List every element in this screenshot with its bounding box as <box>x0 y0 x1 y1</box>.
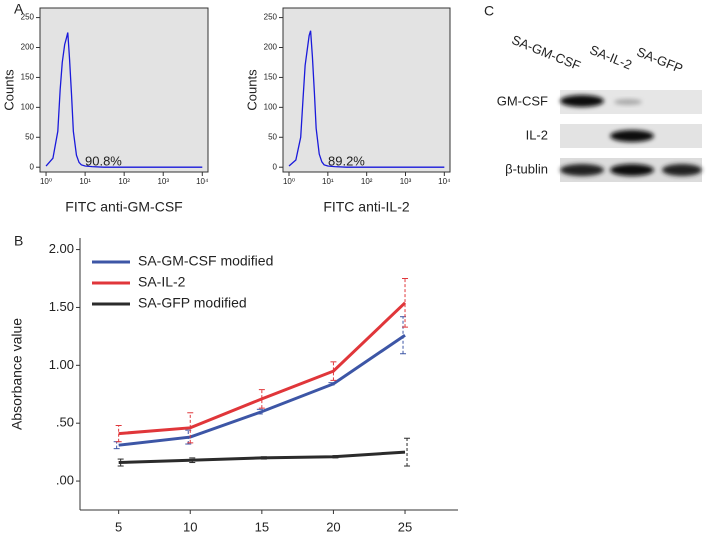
y-tick-label: 1.50 <box>49 299 74 314</box>
y-tick-label: 50 <box>25 132 34 141</box>
x-axis-label: FITC anti-GM-CSF <box>65 199 182 215</box>
error-bar <box>258 389 265 409</box>
error-bar <box>404 437 411 467</box>
blot-band <box>560 95 604 107</box>
y-tick-label: 2.00 <box>49 241 74 256</box>
x-axis-label: FITC anti-IL-2 <box>323 199 410 215</box>
annotation: 89.2% <box>328 153 365 168</box>
error-bar <box>115 425 122 443</box>
legend-label: SA-GFP modified <box>138 295 247 311</box>
y-tick-label: 0 <box>30 162 35 171</box>
blot-band <box>610 164 654 176</box>
histogram-line <box>288 30 445 168</box>
series-line <box>118 450 406 465</box>
annotation: 90.8% <box>85 153 122 168</box>
row-label: GM-CSF <box>497 93 548 108</box>
x-tick-label: 10² <box>118 177 130 186</box>
y-tick-label: .50 <box>56 415 74 430</box>
x-tick-label: 5 <box>115 519 122 534</box>
x-tick-label: 10⁰ <box>283 177 295 186</box>
y-tick-label: 100 <box>264 102 278 111</box>
y-tick-label: 1.00 <box>49 357 74 372</box>
y-axis-label: Counts <box>1 69 16 111</box>
y-tick-label: 0 <box>273 162 278 171</box>
x-tick-label: 25 <box>398 519 412 534</box>
y-tick-label: 200 <box>21 43 35 52</box>
x-tick-label: 10 <box>183 519 197 534</box>
lane-label: SA-GM-CSF <box>510 32 583 73</box>
series-line <box>118 333 406 447</box>
legend-label: SA-IL-2 <box>138 274 186 290</box>
y-tick-label: 250 <box>21 13 35 22</box>
plot-area <box>282 7 451 173</box>
x-tick-label: 10⁴ <box>196 177 209 186</box>
lane-label: SA-GFP <box>635 44 686 76</box>
y-tick-label: 150 <box>21 73 35 82</box>
y-tick-label: 150 <box>264 73 278 82</box>
series-line <box>118 301 407 436</box>
error-bar <box>330 361 337 381</box>
western-blot: SA-GM-CSF SA-IL-2 SA-GFP GM-CSF IL-2 β-t… <box>497 32 702 182</box>
row-label: IL-2 <box>526 127 548 142</box>
row-label: β-tublin <box>505 161 548 176</box>
error-bar <box>117 458 124 467</box>
x-tick-label: 10⁰ <box>40 177 52 186</box>
error-bar <box>402 278 409 328</box>
plot-area <box>39 7 209 173</box>
x-tick-label: 10² <box>361 177 373 186</box>
y-axis-label: Absorbance value <box>9 318 25 430</box>
histogram-line <box>45 32 203 168</box>
blot-band <box>610 130 654 142</box>
panel-label: A <box>14 1 24 17</box>
x-tick-label: 10³ <box>400 177 412 186</box>
x-tick-label: 10⁴ <box>438 177 451 186</box>
panel-label: B <box>14 233 23 249</box>
x-tick-label: 20 <box>326 519 340 534</box>
x-tick-label: 10³ <box>157 177 169 186</box>
y-tick-label: 100 <box>21 102 35 111</box>
blot-band <box>662 164 702 176</box>
y-tick-label: 50 <box>268 132 277 141</box>
blot-band <box>560 164 604 176</box>
y-tick-label: .00 <box>56 473 74 488</box>
x-tick-label: 10¹ <box>322 177 334 186</box>
y-tick-label: 250 <box>264 13 278 22</box>
panel-label: C <box>484 3 494 19</box>
lane-label: SA-IL-2 <box>588 42 634 72</box>
y-tick-label: 200 <box>264 43 278 52</box>
legend-label: SA-GM-CSF modified <box>138 253 273 269</box>
x-tick-label: 10¹ <box>79 177 91 186</box>
y-axis-label: Counts <box>244 69 259 111</box>
blot-band <box>614 99 642 105</box>
x-tick-label: 15 <box>255 519 269 534</box>
